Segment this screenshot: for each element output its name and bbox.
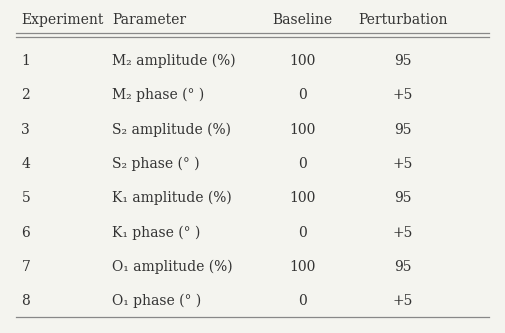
- Text: 0: 0: [298, 225, 307, 239]
- Text: K₁ amplitude (%): K₁ amplitude (%): [112, 191, 232, 205]
- Text: 7: 7: [22, 260, 30, 274]
- Text: O₁ phase (° ): O₁ phase (° ): [112, 294, 201, 308]
- Text: 4: 4: [22, 157, 30, 171]
- Text: M₂ phase (° ): M₂ phase (° ): [112, 88, 204, 102]
- Text: M₂ amplitude (%): M₂ amplitude (%): [112, 54, 235, 68]
- Text: 95: 95: [394, 54, 412, 68]
- Text: 100: 100: [289, 123, 316, 137]
- Text: 100: 100: [289, 191, 316, 205]
- Text: 8: 8: [22, 294, 30, 308]
- Text: S₂ phase (° ): S₂ phase (° ): [112, 157, 199, 171]
- Text: Parameter: Parameter: [112, 13, 186, 27]
- Text: K₁ phase (° ): K₁ phase (° ): [112, 225, 200, 240]
- Text: 95: 95: [394, 191, 412, 205]
- Text: S₂ amplitude (%): S₂ amplitude (%): [112, 122, 231, 137]
- Text: 2: 2: [22, 88, 30, 102]
- Text: O₁ amplitude (%): O₁ amplitude (%): [112, 260, 232, 274]
- Text: 0: 0: [298, 88, 307, 102]
- Text: 95: 95: [394, 123, 412, 137]
- Text: Experiment: Experiment: [22, 13, 104, 27]
- Text: 0: 0: [298, 157, 307, 171]
- Text: +5: +5: [393, 294, 414, 308]
- Text: Baseline: Baseline: [273, 13, 333, 27]
- Text: Perturbation: Perturbation: [359, 13, 448, 27]
- Text: 6: 6: [22, 225, 30, 239]
- Text: 100: 100: [289, 54, 316, 68]
- Text: +5: +5: [393, 88, 414, 102]
- Text: 3: 3: [22, 123, 30, 137]
- Text: 100: 100: [289, 260, 316, 274]
- Text: 95: 95: [394, 260, 412, 274]
- Text: 1: 1: [22, 54, 30, 68]
- Text: 0: 0: [298, 294, 307, 308]
- Text: 5: 5: [22, 191, 30, 205]
- Text: +5: +5: [393, 225, 414, 239]
- Text: +5: +5: [393, 157, 414, 171]
